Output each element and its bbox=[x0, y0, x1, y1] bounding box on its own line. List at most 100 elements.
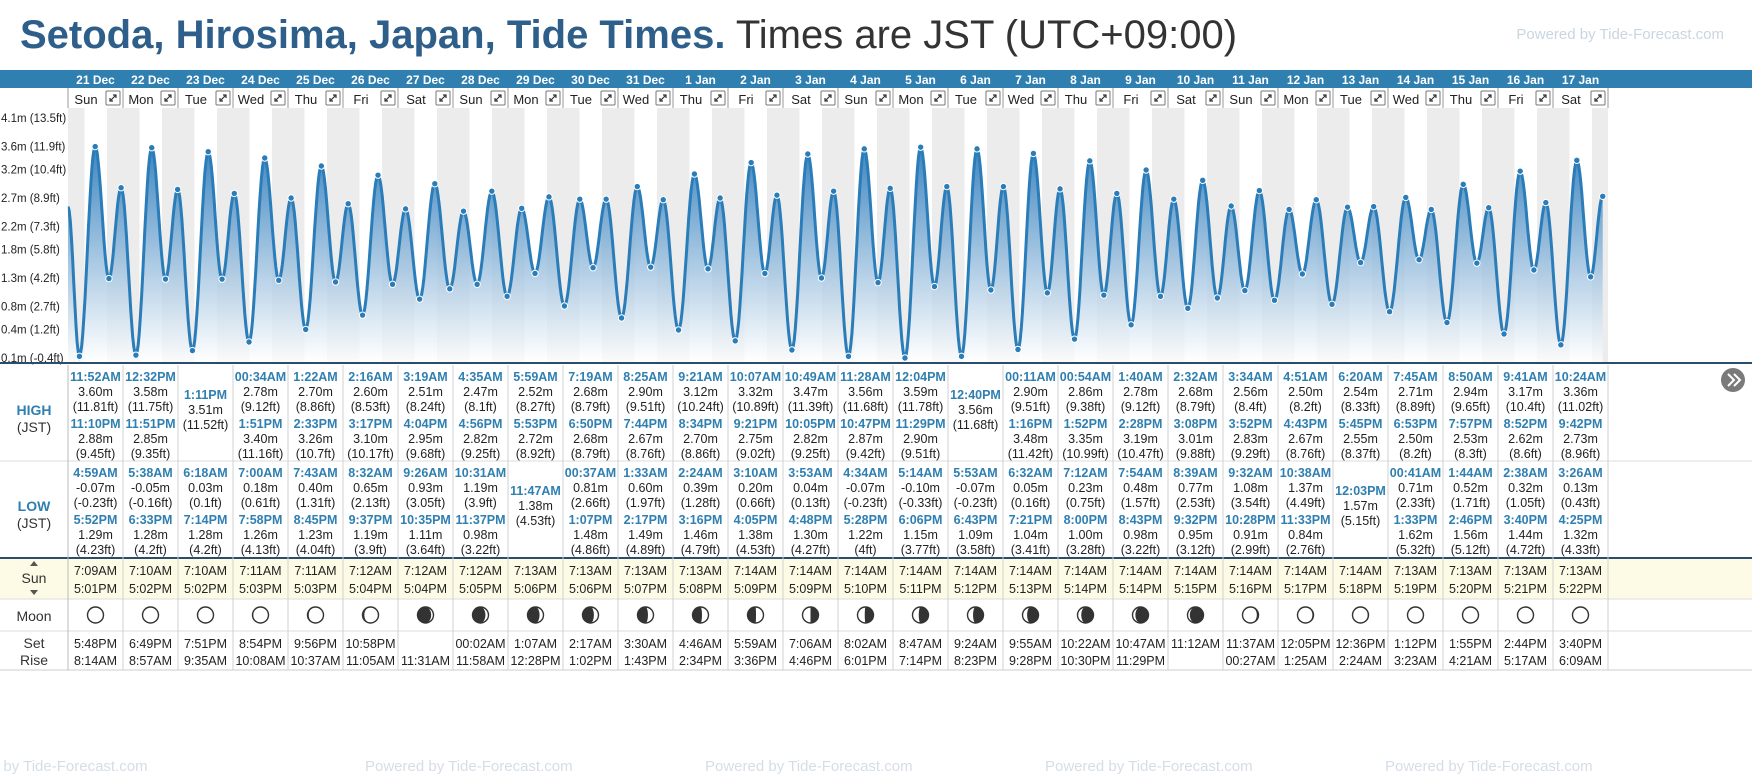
sunset-time: 5:18PM bbox=[1339, 582, 1382, 596]
highs-value: 2.95m bbox=[408, 432, 443, 446]
moon-phase-icon bbox=[86, 606, 105, 624]
y-axis-label: 4.1m (13.5ft) bbox=[1, 113, 66, 125]
highs-time: 3:34AM bbox=[1228, 370, 1272, 384]
lows-value: 1.32m bbox=[1563, 528, 1598, 542]
high-tide-point bbox=[488, 187, 496, 195]
highs-value: 3.48m bbox=[1013, 432, 1048, 446]
powered-by-link[interactable]: Powered by Tide-Forecast.com bbox=[1516, 26, 1724, 43]
highs-time: 6:20AM bbox=[1338, 370, 1382, 384]
highs-value: 2.67m bbox=[628, 432, 663, 446]
moonset-time: 9:55AM bbox=[1009, 637, 1052, 651]
highs-time: 10:07AM bbox=[730, 370, 781, 384]
expand-icon bbox=[1264, 94, 1272, 102]
y-axis-label: 1.3m (4.2ft) bbox=[1, 273, 60, 285]
sunset-time: 5:01PM bbox=[74, 582, 117, 596]
lows-time: 9:32PM bbox=[1174, 513, 1218, 527]
highs-value: (8.86ft) bbox=[681, 447, 721, 461]
high-tide-point bbox=[431, 180, 439, 188]
lows-time: 2:46PM bbox=[1449, 513, 1493, 527]
lows-value: (3.22ft) bbox=[461, 543, 501, 557]
lows-time: 9:37PM bbox=[349, 513, 393, 527]
sunrise-time: 7:13AM bbox=[569, 564, 612, 578]
low-tide-point bbox=[874, 278, 882, 287]
highs-time: 3:52PM bbox=[1229, 417, 1273, 431]
high-tide-point bbox=[1516, 167, 1524, 175]
date-header: 30 Dec bbox=[571, 73, 610, 87]
sunset-time: 5:02PM bbox=[184, 582, 227, 596]
moon-shadow bbox=[362, 607, 371, 623]
high-tide-point bbox=[230, 189, 238, 198]
low-tide-point bbox=[188, 346, 197, 355]
highs-value: 3.32m bbox=[738, 385, 773, 399]
lows-value: 1.28m bbox=[133, 528, 168, 542]
sunrise-time: 7:13AM bbox=[1449, 564, 1492, 578]
lows-value: (2.99ft) bbox=[1231, 543, 1271, 557]
highs-value: (8.79ft) bbox=[571, 447, 611, 461]
lows-value: (4.2ft) bbox=[189, 543, 222, 557]
high-tide-point bbox=[659, 196, 667, 204]
lows-time: 9:32AM bbox=[1228, 466, 1272, 480]
y-axis-label: 2.7m (8.9ft) bbox=[1, 193, 60, 205]
lows-value: 1.38m bbox=[518, 499, 553, 513]
lows-value: 1.48m bbox=[573, 528, 608, 542]
lows-value: (3.41ft) bbox=[1011, 543, 1051, 557]
moonset-time: 10:58PM bbox=[345, 637, 395, 651]
low-tide-point bbox=[358, 311, 367, 319]
highs-time: 4:51AM bbox=[1283, 370, 1327, 384]
lows-value: (-0.23ft) bbox=[74, 496, 118, 510]
y-axis-label: 3.2m (10.4ft) bbox=[1, 164, 66, 176]
lows-value: (2.13ft) bbox=[351, 496, 391, 510]
lows-value: 0.98m bbox=[463, 528, 498, 542]
lows-value: (1.31ft) bbox=[296, 496, 336, 510]
sunrise-time: 7:10AM bbox=[129, 564, 172, 578]
highs-time: 1:22AM bbox=[293, 370, 337, 384]
sunset-time: 5:06PM bbox=[569, 582, 612, 596]
moonrise-time: 10:30PM bbox=[1060, 654, 1110, 668]
low-tide-point bbox=[161, 275, 170, 283]
weekday-label: Thu bbox=[680, 92, 702, 107]
expand-icon bbox=[329, 94, 337, 102]
moon-phase-icon bbox=[1571, 606, 1590, 624]
highs-value: (11.16ft) bbox=[238, 447, 284, 461]
highs-value: 2.68m bbox=[1178, 385, 1213, 399]
title-place: Setoda, Hirosima, Japan, Tide Times. bbox=[20, 13, 726, 57]
highs-time: 00:11AM bbox=[1005, 370, 1056, 384]
expand-icon bbox=[549, 94, 557, 102]
sunset-time: 5:19PM bbox=[1394, 582, 1437, 596]
moon-shadow bbox=[692, 607, 702, 623]
highs-value: (8.1ft) bbox=[464, 400, 497, 414]
lows-value: 0.13m bbox=[1563, 481, 1598, 495]
lows-value: (3.77ft) bbox=[901, 543, 941, 557]
moonrise-time: 6:09AM bbox=[1559, 654, 1602, 668]
highs-value: (8.89ft) bbox=[1396, 400, 1436, 414]
highs-time: 4:35AM bbox=[458, 370, 502, 384]
sunset-time: 5:09PM bbox=[734, 582, 777, 596]
lows-value: 1.46m bbox=[683, 528, 718, 542]
high-tide-point bbox=[860, 145, 868, 153]
sunset-time: 5:21PM bbox=[1504, 582, 1547, 596]
date-header: 3 Jan bbox=[795, 73, 826, 87]
high-tide-point bbox=[261, 154, 269, 162]
page-title: Setoda, Hirosima, Japan, Tide Times. Tim… bbox=[20, 6, 1237, 64]
date-header: 21 Dec bbox=[76, 73, 115, 87]
low-tide-point bbox=[503, 292, 511, 300]
highs-value: (11.78ft) bbox=[898, 400, 944, 414]
high-tide-point bbox=[1542, 198, 1550, 207]
lows-time: 1:33AM bbox=[623, 466, 667, 480]
lows-value: 1.00m bbox=[1068, 528, 1103, 542]
moonset-time: 12:36PM bbox=[1335, 637, 1385, 651]
lows-time: 7:58PM bbox=[239, 513, 283, 527]
sun-row-label: Sun bbox=[22, 570, 47, 586]
date-header: 13 Jan bbox=[1342, 73, 1379, 87]
lows-value: (0.66ft) bbox=[736, 496, 776, 510]
high-tide-point bbox=[1056, 185, 1064, 193]
lows-value: 1.38m bbox=[738, 528, 773, 542]
weekday-label: Wed bbox=[1008, 92, 1035, 107]
moon-shadow bbox=[1305, 607, 1314, 623]
date-header: 9 Jan bbox=[1125, 73, 1156, 87]
highs-value: 2.70m bbox=[298, 385, 333, 399]
high-tide-point bbox=[1599, 192, 1607, 200]
lows-value: (2.66ft) bbox=[571, 496, 611, 510]
lows-value: 1.37m bbox=[1288, 481, 1323, 495]
highs-value: (11.81ft) bbox=[73, 400, 119, 414]
